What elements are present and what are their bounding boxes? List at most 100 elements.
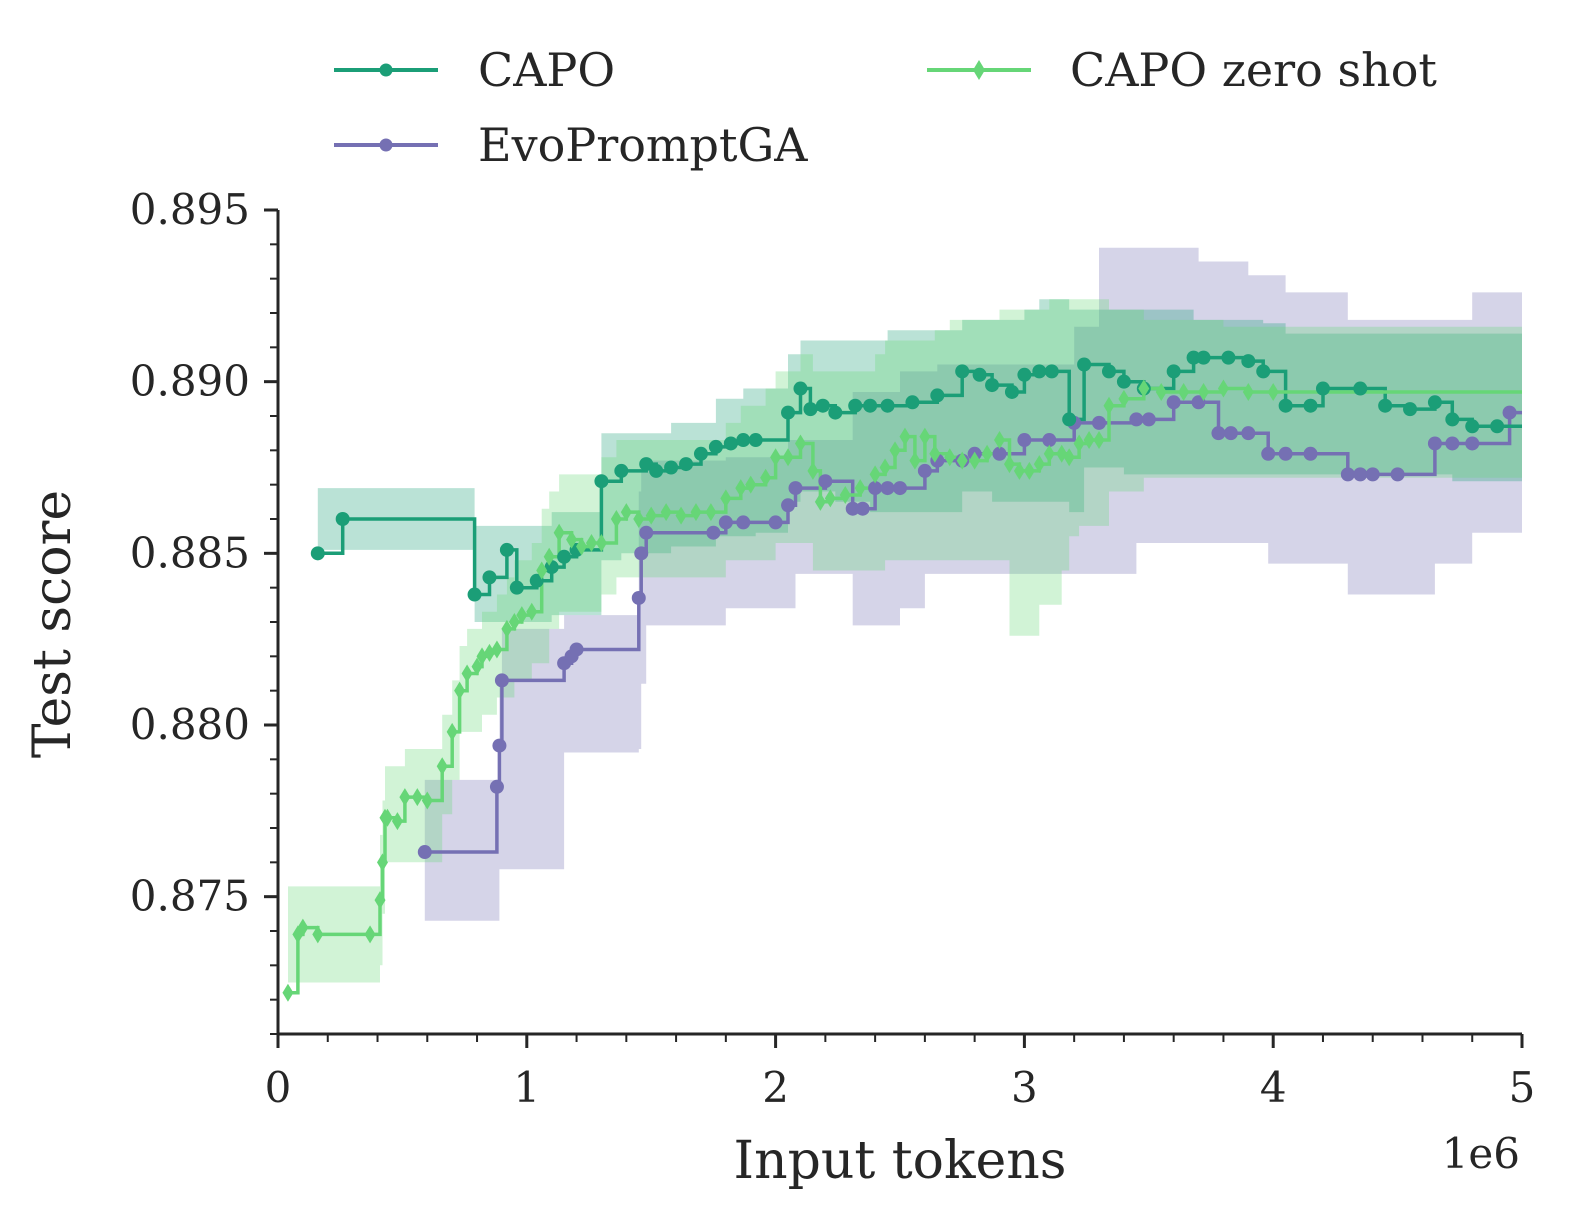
x-tick-label: 3: [1011, 1063, 1038, 1112]
x-axis-title: Input tokens: [734, 1131, 1067, 1191]
legend-marker-capo: [379, 63, 393, 77]
point-capo-zero-shot: [312, 925, 324, 944]
point-evopromptga: [992, 446, 1007, 461]
point-evopromptga: [845, 501, 860, 516]
point-capo-zero-shot: [1023, 461, 1035, 480]
point-capo-zero-shot: [745, 475, 757, 494]
point-capo: [1315, 381, 1330, 396]
point-capo-zero-shot: [660, 503, 672, 522]
point-capo-zero-shot: [981, 444, 993, 463]
confidence-bands: [288, 247, 1522, 983]
point-evopromptga: [1502, 405, 1517, 420]
legend-item-capo: CAPO: [334, 43, 615, 97]
point-evopromptga: [1261, 446, 1276, 461]
point-evopromptga: [736, 515, 751, 530]
point-capo: [499, 542, 514, 557]
point-capo-zero-shot: [491, 640, 503, 659]
point-evopromptga: [1427, 436, 1442, 451]
point-capo-zero-shot: [909, 451, 921, 470]
point-capo: [1278, 398, 1293, 413]
point-capo-zero-shot: [391, 812, 403, 831]
legend-label-capo-zero-shot: CAPO zero shot: [1070, 43, 1437, 97]
point-evopromptga: [1241, 426, 1256, 441]
point-evopromptga: [1465, 436, 1480, 451]
point-evopromptga: [1278, 446, 1293, 461]
point-evopromptga: [788, 481, 803, 496]
legend: CAPO EvoPromptGA CAPO zero shot: [334, 43, 1437, 172]
point-capo-zero-shot: [889, 441, 901, 460]
point-capo-zero-shot: [929, 444, 941, 463]
point-evopromptga: [1092, 415, 1107, 430]
point-capo: [664, 460, 679, 475]
point-capo: [1032, 364, 1047, 379]
point-capo-zero-shot: [705, 503, 717, 522]
point-capo: [544, 560, 559, 575]
point-capo-zero-shot: [1242, 382, 1254, 401]
point-capo-zero-shot: [814, 492, 826, 511]
point-capo-zero-shot: [994, 431, 1006, 450]
point-evopromptga: [1303, 446, 1318, 461]
point-capo: [1241, 354, 1256, 369]
point-capo-zero-shot: [1198, 382, 1210, 401]
point-capo-zero-shot: [297, 918, 309, 937]
point-capo-zero-shot: [794, 434, 806, 453]
point-capo: [723, 436, 738, 451]
point-capo-zero-shot: [1043, 444, 1055, 463]
point-capo: [1445, 412, 1460, 427]
point-capo-zero-shot: [374, 891, 386, 910]
point-capo: [905, 395, 920, 410]
point-evopromptga: [768, 515, 783, 530]
point-capo: [1004, 384, 1019, 399]
point-capo: [1077, 357, 1092, 372]
point-capo-zero-shot: [760, 468, 772, 487]
point-evopromptga: [1353, 467, 1368, 482]
point-evopromptga: [492, 738, 507, 753]
point-capo-zero-shot: [610, 510, 622, 528]
x-tick-label: 5: [1509, 1063, 1536, 1112]
point-evopromptga: [1129, 412, 1144, 427]
point-capo-zero-shot: [364, 925, 376, 944]
point-evopromptga: [639, 525, 654, 540]
point-capo-zero-shot: [1217, 379, 1229, 398]
point-capo-zero-shot: [461, 664, 473, 683]
point-capo: [1221, 350, 1236, 365]
point-capo: [848, 398, 863, 413]
point-evopromptga: [417, 845, 432, 860]
point-capo-zero-shot: [869, 465, 881, 484]
point-evopromptga: [893, 481, 907, 496]
point-evopromptga: [1445, 436, 1460, 451]
point-capo: [955, 364, 970, 379]
point-capo: [1186, 350, 1201, 365]
point-capo-zero-shot: [446, 722, 458, 741]
point-capo-zero-shot: [690, 503, 702, 522]
point-capo: [482, 570, 497, 585]
point-evopromptga: [1141, 412, 1156, 427]
point-capo-zero-shot: [421, 791, 433, 810]
point-capo: [972, 367, 987, 382]
y-axis-title: Test score: [23, 490, 83, 758]
point-evopromptga: [718, 515, 733, 530]
point-capo: [863, 398, 878, 413]
point-capo: [1403, 402, 1418, 417]
point-capo-zero-shot: [508, 613, 520, 631]
point-capo: [880, 398, 895, 413]
point-capo: [1353, 381, 1368, 396]
point-capo-zero-shot: [1103, 396, 1115, 415]
point-capo: [1116, 374, 1131, 389]
point-capo-zero-shot: [1118, 389, 1130, 408]
point-capo-zero-shot: [1073, 434, 1085, 453]
point-capo-zero-shot: [675, 506, 687, 525]
point-capo-zero-shot: [854, 479, 866, 498]
point-capo: [693, 446, 708, 461]
point-capo-zero-shot: [1003, 455, 1015, 474]
point-capo-zero-shot: [1093, 431, 1105, 450]
point-capo-zero-shot: [969, 451, 981, 470]
point-capo: [1378, 398, 1393, 413]
point-capo-zero-shot: [919, 427, 931, 446]
point-evopromptga: [631, 590, 646, 605]
y-tick-label: 0.880: [130, 700, 250, 749]
point-capo: [467, 587, 482, 602]
series-markers: [282, 350, 1517, 1002]
point-capo-zero-shot: [543, 547, 555, 566]
point-evopromptga: [706, 525, 721, 540]
